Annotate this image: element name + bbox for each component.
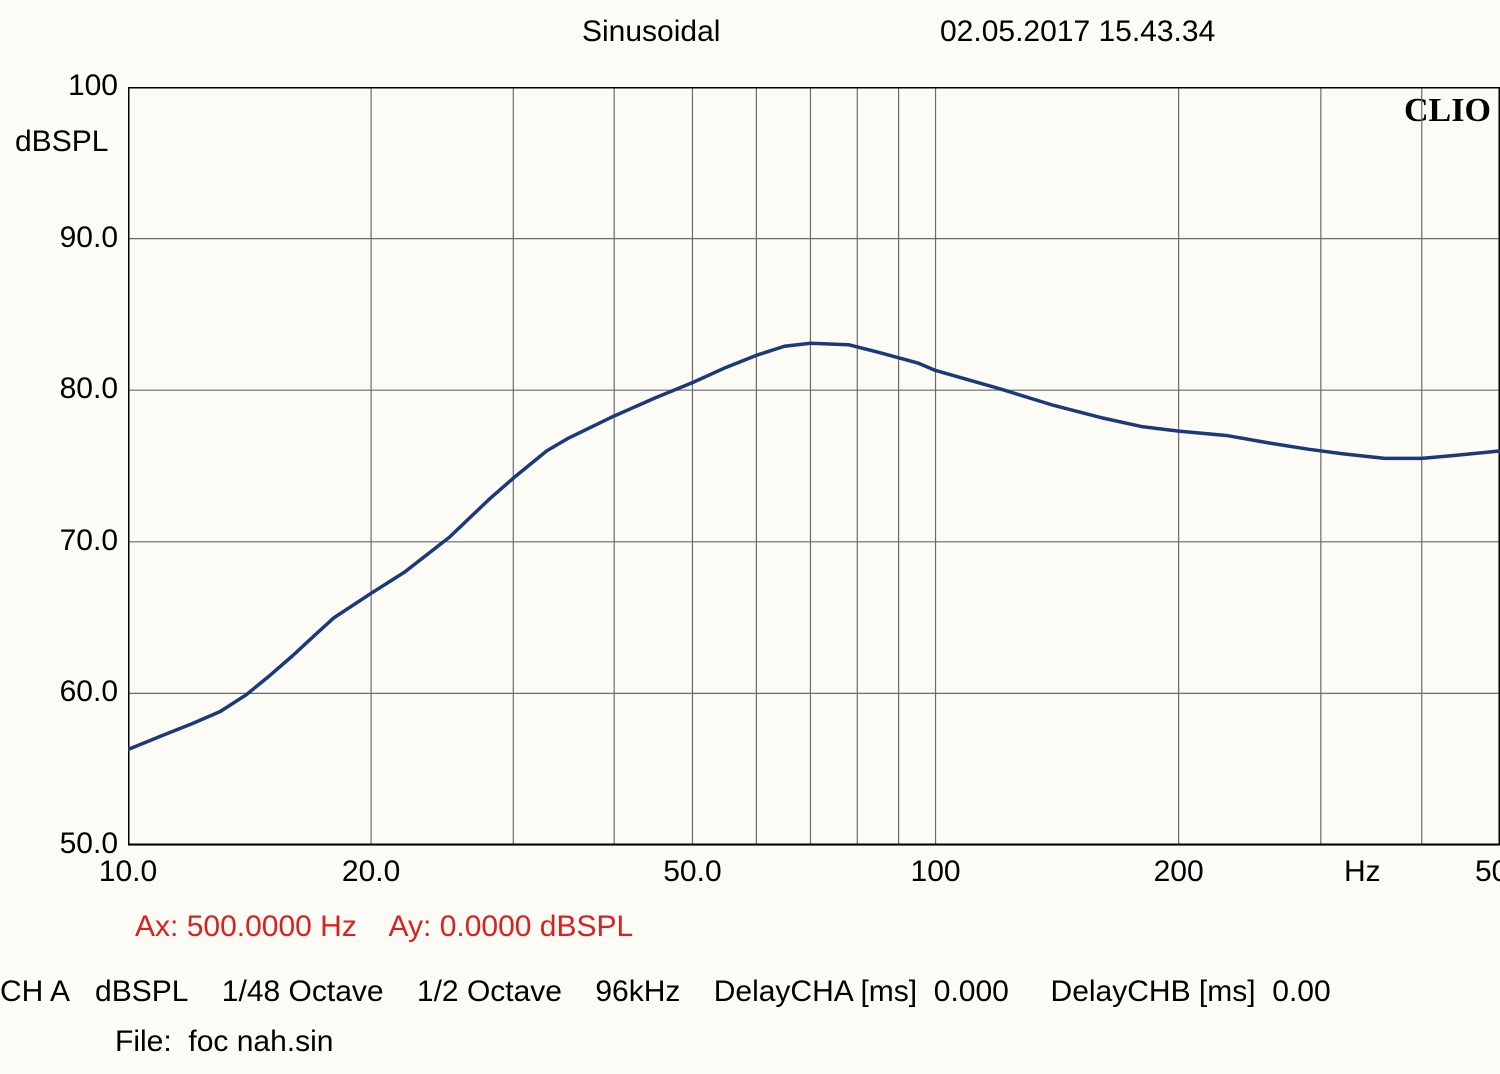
y-axis-unit: dBSPL bbox=[15, 125, 108, 159]
cursor-ay-value: 0.0000 dBSPL bbox=[440, 910, 634, 943]
x-tick-label: 50.0 bbox=[663, 855, 721, 889]
y-tick-label: 60.0 bbox=[38, 675, 118, 709]
x-tick-label: 20.0 bbox=[342, 855, 400, 889]
cursor-ay-label: Ay: bbox=[389, 910, 432, 943]
footer-sample-rate: 96kHz bbox=[595, 975, 680, 1008]
plot-area bbox=[128, 87, 1500, 847]
footer-delayA-value: 0.000 bbox=[934, 975, 1009, 1008]
footer-delayB-value: 0.00 bbox=[1272, 975, 1330, 1008]
footer-channel: CH A bbox=[0, 975, 70, 1008]
x-tick-label: 10.0 bbox=[99, 855, 157, 889]
y-tick-label: 70.0 bbox=[38, 524, 118, 558]
x-tick-label: 500 bbox=[1475, 855, 1500, 889]
footer-delayA-label: DelayCHA [ms] bbox=[714, 975, 917, 1008]
x-tick-label: 100 bbox=[911, 855, 961, 889]
y-tick-label: 90.0 bbox=[38, 221, 118, 255]
cursor-ax-value: 500.0000 Hz bbox=[187, 910, 357, 943]
footer-delayB-label: DelayCHB [ms] bbox=[1051, 975, 1256, 1008]
footer-res2: 1/2 Octave bbox=[417, 975, 562, 1008]
timestamp: 02.05.2017 15.43.34 bbox=[940, 15, 1215, 49]
footer-file-name: foc nah.sin bbox=[188, 1025, 333, 1058]
footer-res1: 1/48 Octave bbox=[222, 975, 384, 1008]
y-tick-label: 100 bbox=[38, 69, 118, 103]
footer-line-2: File: foc nah.sin bbox=[115, 1025, 333, 1059]
x-tick-label: 200 bbox=[1154, 855, 1204, 889]
y-tick-label: 80.0 bbox=[38, 372, 118, 406]
footer-line-1: CH A dBSPL 1/48 Octave 1/2 Octave 96kHz … bbox=[0, 975, 1331, 1009]
cursor-readout: Ax: 500.0000 Hz Ay: 0.0000 dBSPL bbox=[135, 910, 633, 944]
title-center: Sinusoidal bbox=[582, 15, 720, 49]
cursor-ax-label: Ax: bbox=[135, 910, 178, 943]
footer-file-label: File: bbox=[115, 1025, 172, 1058]
footer-yunit: dBSPL bbox=[95, 975, 188, 1008]
chart-container: Sinusoidal 02.05.2017 15.43.34 dBSPL 50.… bbox=[0, 0, 1500, 1074]
x-axis-unit: Hz bbox=[1344, 855, 1381, 889]
